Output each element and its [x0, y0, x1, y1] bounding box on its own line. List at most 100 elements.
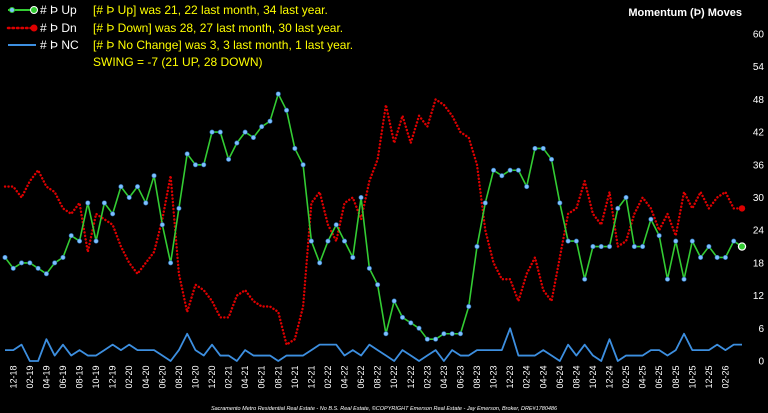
- up-point: [515, 167, 521, 173]
- x-tick-label: 12-21: [306, 365, 316, 388]
- up-point: [358, 195, 364, 201]
- footer-credit: Sacramento Metro Residential Real Estate…: [211, 405, 558, 412]
- x-tick-label: 02-26: [720, 365, 730, 388]
- up-point: [441, 331, 447, 337]
- up-point: [607, 244, 613, 250]
- up-point: [317, 260, 323, 266]
- up-point: [565, 238, 571, 244]
- x-tick-label: 02-25: [621, 365, 631, 388]
- down-last-point: [738, 205, 746, 212]
- up-point: [698, 254, 704, 260]
- up-point: [118, 184, 124, 190]
- up-point: [391, 298, 397, 304]
- up-point: [540, 145, 546, 151]
- up-point: [159, 222, 165, 228]
- up-point: [325, 238, 331, 244]
- up-point: [664, 276, 670, 282]
- y-tick-label: 60: [753, 30, 765, 41]
- up-point: [507, 167, 513, 173]
- up-point: [151, 173, 157, 179]
- up-point: [308, 238, 314, 244]
- up-point: [350, 254, 356, 260]
- y-tick-label: 0: [758, 357, 764, 368]
- legend-entry-nc: # Þ NC: [8, 38, 79, 52]
- up-point: [19, 260, 25, 266]
- x-tick-label: 02-22: [323, 365, 333, 388]
- up-point: [342, 238, 348, 244]
- up-point: [598, 244, 604, 250]
- up-point: [549, 156, 555, 162]
- up-point: [93, 238, 99, 244]
- y-tick-label: 12: [753, 291, 765, 302]
- y-tick-label: 18: [753, 258, 765, 269]
- x-tick-label: 08-23: [472, 365, 482, 388]
- x-tick-label: 10-23: [489, 365, 499, 388]
- up-point: [681, 276, 687, 282]
- x-tick-label: 10-21: [290, 365, 300, 388]
- legend-label-nc: # Þ NC: [40, 38, 79, 52]
- annotation-up: [# Þ Up] was 21, 22 last month, 34 last …: [93, 3, 328, 17]
- up-point: [474, 244, 480, 250]
- up-point: [217, 129, 223, 135]
- up-point: [375, 282, 381, 288]
- up-point: [176, 205, 182, 211]
- legend-label-down: # Þ Dn: [40, 21, 77, 35]
- up-point: [557, 200, 563, 206]
- up-point: [689, 238, 695, 244]
- up-point: [383, 331, 389, 337]
- up-point: [722, 254, 728, 260]
- legend: # Þ Up # Þ Dn # Þ NC: [6, 3, 79, 52]
- legend-entry-up: # Þ Up: [8, 3, 77, 17]
- up-point: [449, 331, 455, 337]
- up-point: [590, 244, 596, 250]
- y-tick-label: 6: [758, 324, 764, 335]
- up-point: [2, 254, 8, 260]
- series-down-line: [3, 98, 744, 346]
- x-tick-label: 12-24: [605, 365, 615, 388]
- up-point: [714, 254, 720, 260]
- x-tick-label: 08-19: [75, 365, 85, 388]
- up-point: [457, 331, 463, 337]
- x-tick-label: 06-22: [356, 365, 366, 388]
- x-tick-label: 12-20: [207, 365, 217, 388]
- x-tick-label: 08-22: [373, 365, 383, 388]
- up-point: [168, 260, 174, 266]
- annotations: [# Þ Up] was 21, 22 last month, 34 last …: [93, 3, 353, 69]
- x-tick-label: 06-23: [455, 365, 465, 388]
- annotation-swing: SWING = -7 (21 UP, 28 DOWN): [93, 55, 262, 69]
- up-point: [209, 129, 215, 135]
- legend-entry-down: # Þ Dn: [6, 21, 77, 35]
- up-point: [482, 200, 488, 206]
- plot-area: [2, 91, 747, 362]
- x-tick-label: 10-25: [687, 365, 697, 388]
- x-tick-label: 02-21: [224, 365, 234, 388]
- up-point: [673, 238, 679, 244]
- legend-label-up: # Þ Up: [40, 3, 77, 17]
- up-point: [408, 320, 414, 326]
- x-tick-label: 04-21: [240, 365, 250, 388]
- up-point: [10, 265, 16, 271]
- annotation-nc: [# Þ No Change] was 3, 3 last month, 1 l…: [93, 38, 353, 52]
- up-point: [234, 140, 240, 146]
- x-tick-label: 08-21: [273, 365, 283, 388]
- up-point: [573, 238, 579, 244]
- up-point: [101, 200, 107, 206]
- up-point: [259, 124, 265, 130]
- x-tick-label: 12-18: [8, 365, 18, 388]
- y-tick-label: 48: [753, 95, 765, 106]
- up-point: [292, 145, 298, 151]
- up-point: [433, 336, 439, 342]
- x-tick-label: 10-24: [588, 365, 598, 388]
- y-tick-label: 42: [753, 128, 765, 139]
- up-point: [68, 233, 74, 239]
- x-tick-label: 02-24: [522, 365, 532, 388]
- x-tick-label: 02-20: [124, 365, 134, 388]
- x-tick-label: 04-20: [141, 365, 151, 388]
- up-point: [300, 162, 306, 168]
- up-point: [499, 173, 505, 179]
- up-point: [43, 271, 49, 277]
- up-point: [640, 244, 646, 250]
- up-point: [192, 162, 198, 168]
- up-point: [275, 91, 281, 97]
- x-tick-label: 04-23: [439, 365, 449, 388]
